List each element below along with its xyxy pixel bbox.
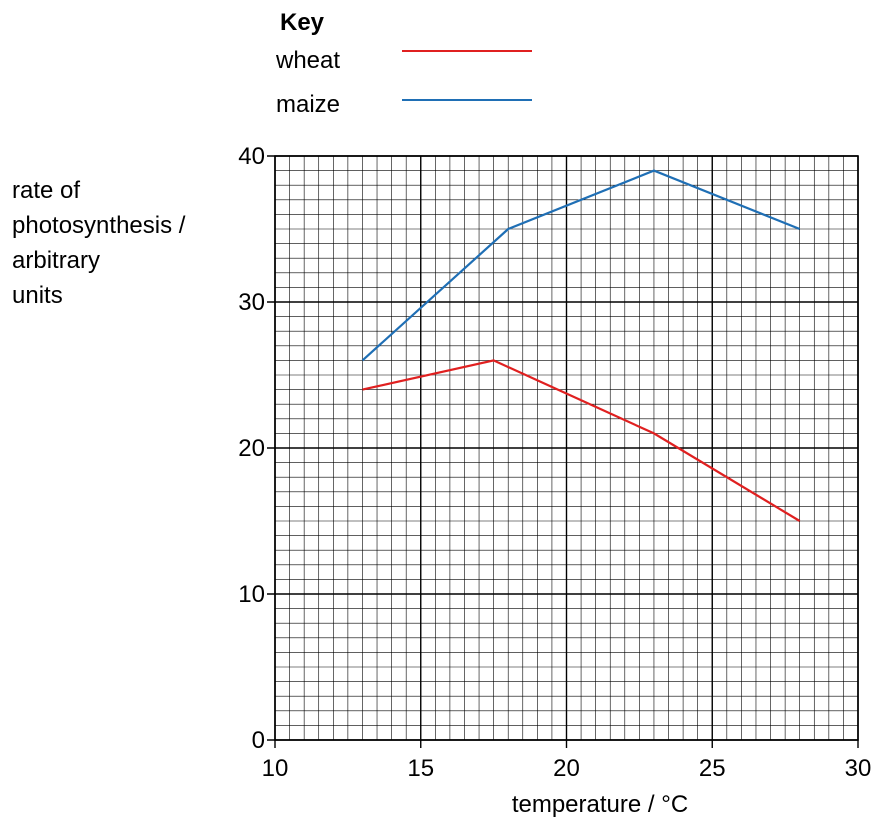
- series-layer: [361, 169, 801, 522]
- x-tick-label: 10: [262, 755, 289, 782]
- legend: Key wheat maize: [275, 9, 532, 118]
- legend-title: Key: [280, 9, 325, 36]
- legend-label-wheat: wheat: [275, 47, 340, 74]
- y-tick-label: 10: [238, 581, 265, 608]
- x-tick-label: 15: [407, 755, 434, 782]
- y-tick-label: 40: [238, 143, 265, 170]
- grid-major: [267, 155, 859, 748]
- series-line-wheat: [362, 359, 801, 522]
- x-axis-title: temperature / °C: [512, 791, 688, 818]
- y-tick-label: 20: [238, 435, 265, 462]
- y-axis-title-line: rate of: [12, 177, 80, 204]
- y-axis-title-line: units: [12, 282, 63, 309]
- y-axis-title: rate of photosynthesis / arbitrary units: [12, 177, 186, 309]
- series-line-maize: [361, 169, 801, 362]
- plot-border: [274, 155, 859, 741]
- x-tick-label: 30: [845, 755, 872, 782]
- y-axis-title-line: photosynthesis /: [12, 212, 186, 239]
- x-tick-label: 20: [553, 755, 580, 782]
- y-tick-label: 0: [252, 727, 265, 754]
- y-tick-label: 30: [238, 289, 265, 316]
- y-axis-title-line: arbitrary: [12, 247, 100, 274]
- x-tick-label: 25: [699, 755, 726, 782]
- legend-label-maize: maize: [276, 91, 340, 118]
